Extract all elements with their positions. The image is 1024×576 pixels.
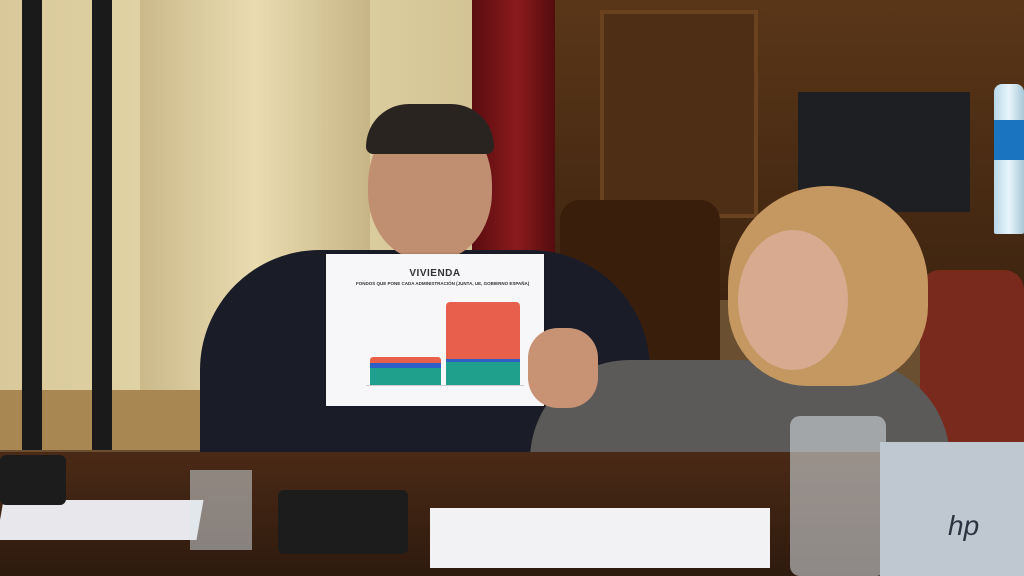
x-axis	[366, 385, 524, 386]
hp-logo: hp	[948, 510, 980, 541]
bar-right	[446, 302, 520, 385]
wooden-door	[600, 10, 758, 218]
man-hair	[366, 104, 494, 154]
papers	[0, 500, 204, 540]
microphone-base	[278, 490, 408, 554]
bottle-label	[994, 120, 1024, 160]
held-chart-sheet: VIVIENDA FONDOS QUE PONE CADA ADMINISTRA…	[326, 254, 544, 406]
microphone-base	[0, 455, 66, 505]
water-jug	[790, 416, 886, 576]
sheet-subtitle: FONDOS QUE PONE CADA ADMINISTRACIÓN (JUN…	[356, 281, 530, 286]
water-glass	[190, 470, 252, 550]
microphone-stand	[92, 0, 112, 450]
laptop-front	[880, 442, 1024, 576]
bar-left	[370, 357, 441, 385]
sheet-title: VIVIENDA	[409, 268, 461, 279]
papers	[430, 508, 770, 568]
microphone-stand	[22, 0, 42, 450]
woman-face	[738, 230, 848, 370]
hand	[528, 328, 598, 408]
